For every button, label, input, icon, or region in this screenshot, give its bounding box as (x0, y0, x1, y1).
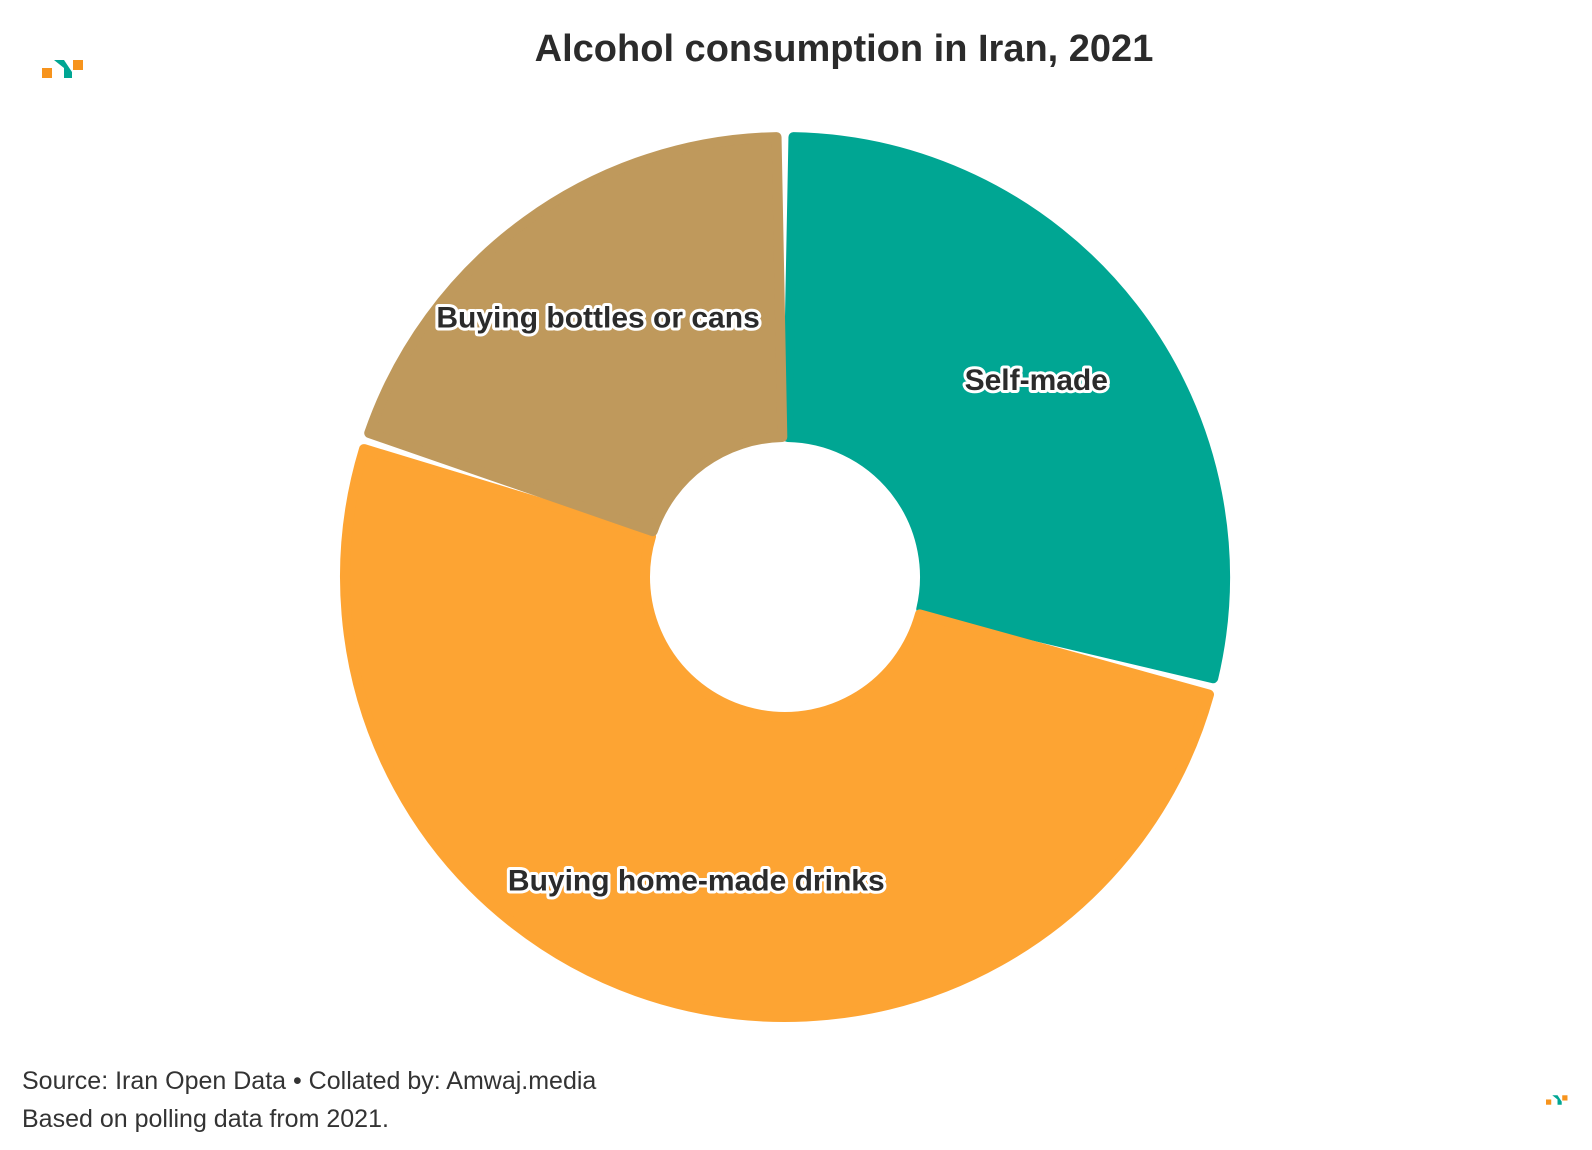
slice-self-made (782, 132, 1230, 684)
source-text: Source: Iran Open Data • Collated by: Am… (22, 1067, 597, 1095)
chart-title: Alcohol consumption in Iran, 2021 (534, 28, 1154, 70)
slice-buying-bottles-or-cans (364, 132, 788, 537)
brand-logo-small-icon (1546, 1095, 1568, 1105)
slice-label-buying-bottles-or-cans: Buying bottles or cans (436, 302, 759, 335)
note-text: Based on polling data from 2021. (22, 1105, 389, 1133)
brand-logo-icon (42, 60, 83, 78)
chart-footer: Source: Iran Open Data • Collated by: Am… (22, 1062, 596, 1138)
slice-label-self-made: Self-made (965, 364, 1108, 397)
slice-buying-home-made-drinks (340, 444, 1214, 1022)
slice-label-buying-home-made-drinks: Buying home-made drinks (508, 864, 885, 897)
